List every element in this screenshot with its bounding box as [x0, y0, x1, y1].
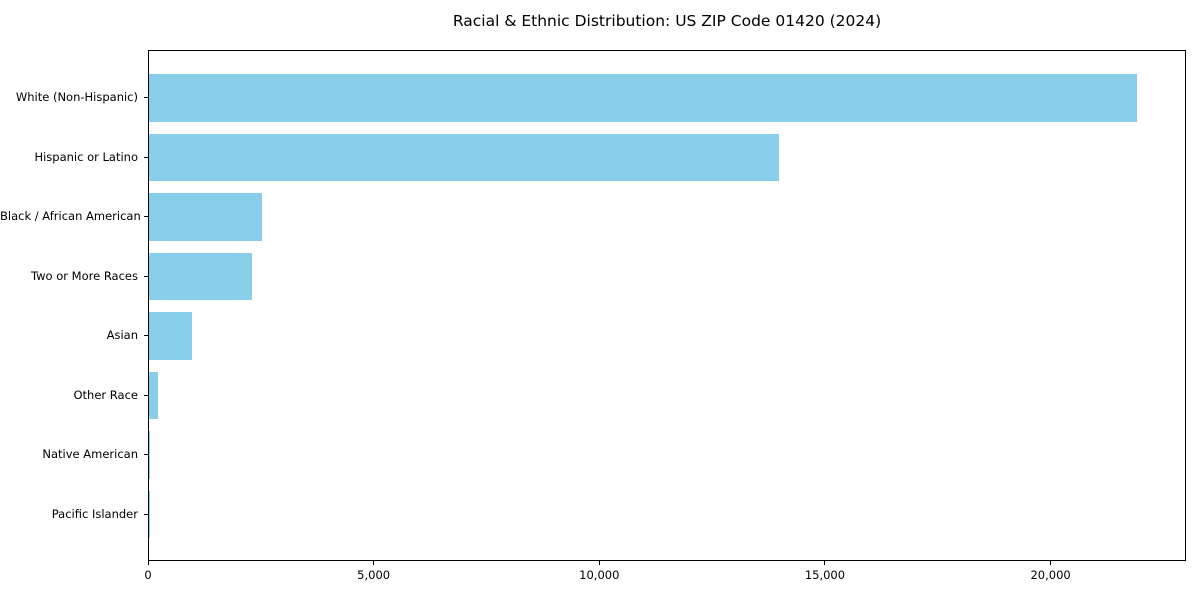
- bar: [149, 133, 780, 182]
- y-tick-mark: [144, 156, 148, 158]
- x-tick-label: 20,000: [1030, 568, 1071, 582]
- bar: [149, 252, 252, 301]
- y-tick-label: Hispanic or Latino: [34, 149, 138, 164]
- y-tick-label: Native American: [42, 447, 138, 461]
- y-tick-mark: [144, 216, 148, 217]
- y-tick-mark: [144, 394, 148, 396]
- plot-area: [148, 50, 1186, 561]
- bar: [149, 74, 1138, 122]
- x-tick-label: 15,000: [804, 568, 846, 582]
- y-tick-label: White (Non-Hispanic): [15, 90, 138, 104]
- bar: [149, 193, 262, 241]
- bar: [149, 431, 151, 479]
- x-tick-label: 0: [144, 568, 152, 582]
- y-tick-mark: [144, 454, 148, 455]
- y-tick-mark: [144, 275, 148, 277]
- x-tick-mark: [147, 561, 149, 565]
- y-tick-label: Black / African American: [0, 209, 141, 223]
- y-tick-label: Other Race: [73, 387, 139, 402]
- bar: [149, 371, 159, 420]
- chart-title: Racial & Ethnic Distribution: US ZIP Cod…: [452, 12, 882, 30]
- x-tick-label: 5,000: [357, 568, 391, 582]
- x-tick-mark: [598, 561, 600, 565]
- x-tick-mark: [824, 561, 826, 565]
- x-tick-mark: [373, 561, 375, 565]
- y-tick-mark: [144, 97, 148, 98]
- bar: [149, 312, 192, 360]
- y-tick-label: Two or More Races: [31, 268, 138, 283]
- y-tick-mark: [144, 335, 148, 336]
- x-tick-mark: [1050, 561, 1052, 565]
- x-tick-label: 10,000: [579, 568, 620, 582]
- y-tick-label: Pacific Islander: [51, 506, 138, 521]
- y-tick-label: Asian: [106, 328, 138, 342]
- y-tick-mark: [144, 513, 148, 515]
